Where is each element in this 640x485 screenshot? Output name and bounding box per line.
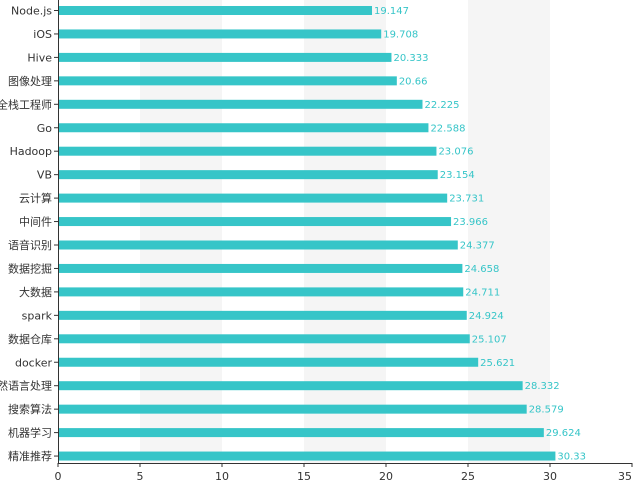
data-label: 23.966 — [453, 217, 488, 228]
category-label: Hive — [27, 51, 52, 64]
data-label: 19.708 — [383, 29, 418, 40]
bar — [58, 170, 438, 180]
category-label: 图像处理 — [8, 75, 52, 88]
data-label: 28.332 — [525, 381, 560, 392]
category-label: docker — [15, 356, 53, 369]
bar — [58, 6, 373, 15]
data-label: 24.377 — [460, 241, 495, 252]
data-label: 24.711 — [465, 287, 500, 298]
category-label: 语音识别 — [8, 238, 52, 252]
x-tick-label: 25 — [461, 470, 475, 483]
category-label: 自然语言处理 — [0, 379, 52, 393]
x-tick-label: 0 — [55, 470, 62, 483]
data-label: 23.076 — [438, 147, 473, 158]
category-label: 大数据 — [19, 285, 52, 299]
data-labels: 19.147 19.708 20.333 20.66 22.225 22.588 23.07… — [374, 6, 586, 463]
data-label: 22.225 — [424, 100, 459, 111]
bar — [58, 240, 458, 250]
bar — [58, 123, 429, 133]
x-axis: 0 5 10 15 20 25 30 35 — [55, 463, 633, 483]
category-label: spark — [22, 309, 53, 322]
bar-series — [58, 6, 556, 461]
x-tick-label: 30 — [543, 470, 557, 483]
category-label: Go — [37, 122, 53, 135]
bar — [58, 52, 392, 62]
category-label: iOS — [33, 28, 52, 41]
x-tick-label: 20 — [379, 470, 393, 483]
category-label: 搜索算法 — [8, 402, 52, 416]
bar — [58, 217, 452, 227]
bar — [58, 99, 423, 109]
data-label: 30.33 — [557, 452, 586, 463]
bar — [58, 310, 467, 320]
bar — [58, 193, 448, 203]
x-tick-label: 5 — [137, 470, 144, 483]
bar — [58, 428, 544, 438]
data-label: 22.588 — [430, 123, 465, 134]
data-label: 29.624 — [546, 428, 581, 439]
data-label: 25.621 — [480, 358, 515, 369]
grid-band — [468, 0, 550, 463]
category-label: 机器学习 — [8, 426, 52, 440]
data-label: 25.107 — [472, 334, 507, 345]
data-label: 19.147 — [374, 6, 409, 17]
bar — [58, 451, 556, 461]
category-label: 精准推荐 — [8, 449, 52, 463]
x-tick-label: 35 — [618, 470, 632, 483]
category-label: VB — [37, 169, 52, 182]
category-label: Node.js — [11, 5, 52, 18]
category-label: 数据仓库 — [8, 332, 52, 346]
category-label: 数据挖掘 — [8, 261, 52, 275]
bar — [58, 357, 479, 367]
grid-band — [140, 0, 222, 463]
category-label: 中间件 — [19, 216, 52, 229]
bar — [58, 76, 397, 86]
data-label: 24.924 — [469, 311, 504, 322]
data-label: 20.66 — [399, 76, 428, 87]
category-label: 全栈工程师 — [0, 97, 52, 111]
grid-bands — [140, 0, 550, 463]
bar — [58, 381, 523, 391]
grid-band — [304, 0, 386, 463]
category-label: 云计算 — [19, 191, 52, 205]
data-label: 20.333 — [393, 53, 428, 64]
data-label: 23.154 — [440, 170, 475, 181]
data-label: 28.579 — [529, 405, 564, 416]
x-tick-label: 15 — [297, 470, 311, 483]
data-label: 24.658 — [464, 264, 499, 275]
bar — [58, 263, 463, 273]
x-tick-label: 10 — [215, 470, 229, 483]
bar — [58, 29, 382, 39]
bar — [58, 334, 470, 344]
category-label: Hadoop — [10, 145, 52, 158]
bar — [58, 404, 527, 414]
data-label: 23.731 — [449, 194, 484, 205]
bar — [58, 287, 464, 297]
bar — [58, 146, 437, 156]
